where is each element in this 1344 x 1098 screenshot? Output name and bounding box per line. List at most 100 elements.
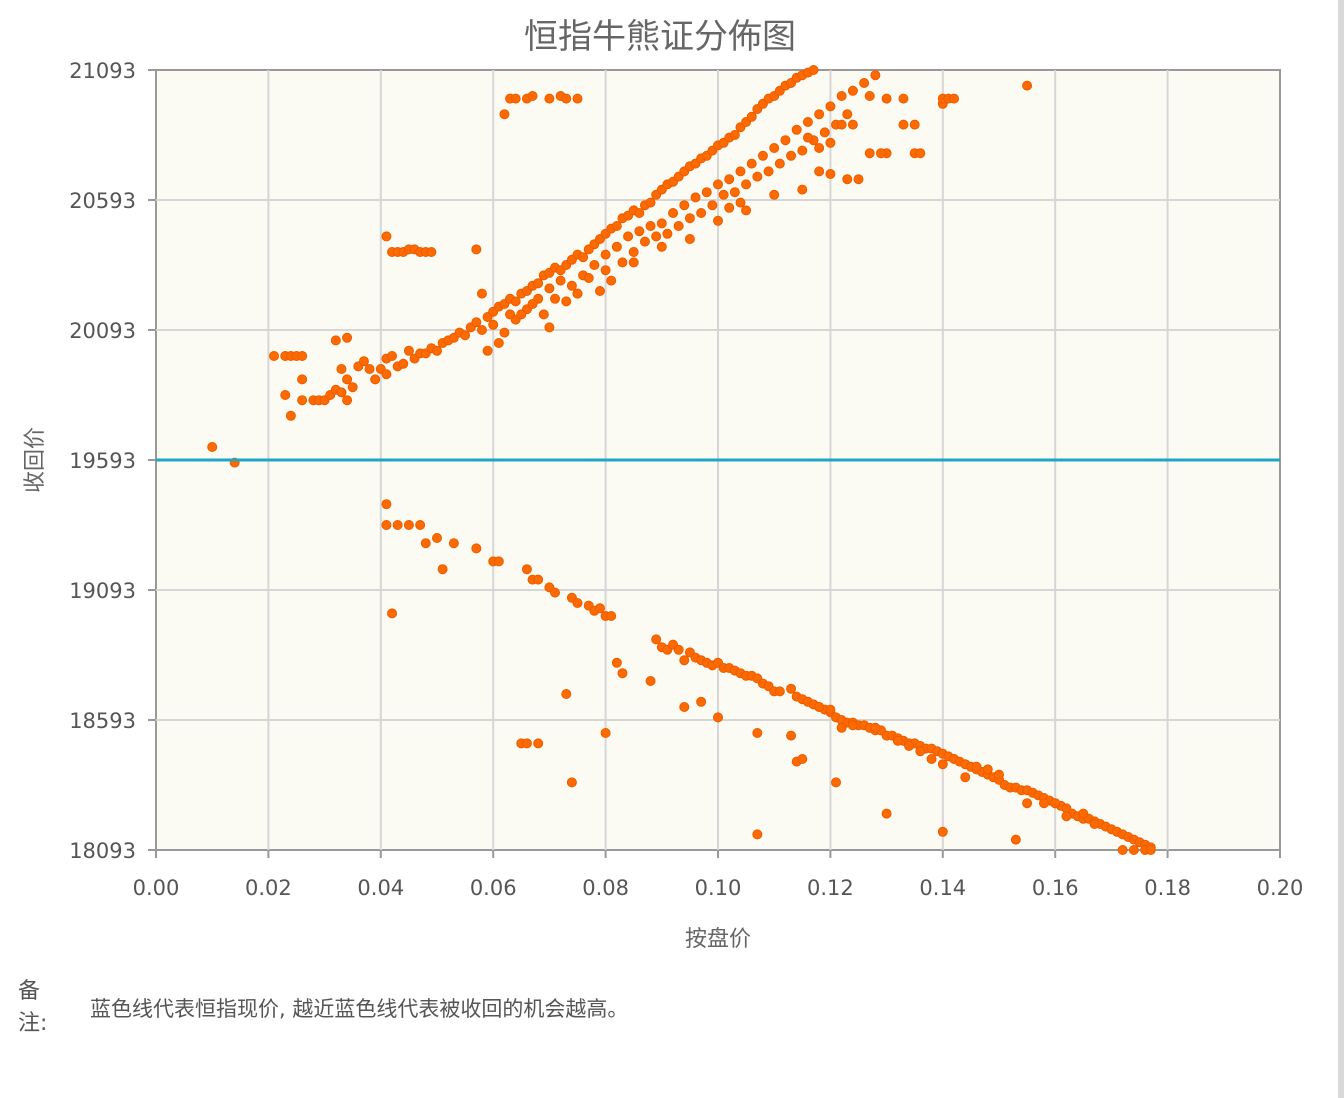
bull-data-point[interactable]: [651, 231, 662, 242]
bull-data-point[interactable]: [611, 241, 622, 252]
bull-data-point[interactable]: [836, 119, 847, 130]
bull-data-point[interactable]: [578, 252, 589, 263]
data-points[interactable]: [207, 65, 1156, 855]
bear-data-point[interactable]: [870, 722, 881, 733]
bull-data-point[interactable]: [342, 374, 353, 385]
bear-data-point[interactable]: [594, 603, 605, 614]
bear-data-point[interactable]: [937, 759, 948, 770]
bull-data-point[interactable]: [741, 179, 752, 190]
bull-data-point[interactable]: [387, 351, 398, 361]
bull-data-point[interactable]: [656, 218, 667, 229]
bull-data-point[interactable]: [358, 356, 369, 367]
bull-data-point[interactable]: [623, 231, 634, 242]
bear-data-point[interactable]: [960, 772, 971, 783]
bear-data-point[interactable]: [1010, 834, 1021, 845]
bull-data-point[interactable]: [432, 345, 442, 356]
bear-data-point[interactable]: [600, 728, 611, 738]
bull-data-point[interactable]: [864, 91, 875, 101]
bull-data-point[interactable]: [746, 158, 757, 169]
bull-data-point[interactable]: [330, 335, 341, 346]
bear-data-point[interactable]: [752, 728, 763, 738]
bull-data-point[interactable]: [780, 135, 791, 146]
bull-data-point[interactable]: [645, 221, 656, 231]
bull-data-point[interactable]: [707, 200, 718, 211]
bull-data-point[interactable]: [628, 257, 639, 268]
bull-data-point[interactable]: [561, 93, 572, 104]
bear-data-point[interactable]: [673, 644, 684, 655]
bull-data-point[interactable]: [898, 119, 909, 130]
bear-data-point[interactable]: [645, 676, 656, 686]
bear-data-point[interactable]: [752, 829, 763, 840]
bull-data-point[interactable]: [639, 236, 650, 247]
bull-data-point[interactable]: [1022, 80, 1033, 91]
bear-data-point[interactable]: [713, 712, 723, 723]
bear-data-point[interactable]: [432, 533, 442, 543]
bull-data-point[interactable]: [752, 171, 763, 182]
bear-data-point[interactable]: [1078, 808, 1089, 819]
bull-data-point[interactable]: [510, 93, 521, 104]
bull-data-point[interactable]: [645, 197, 656, 208]
bull-data-point[interactable]: [864, 148, 875, 159]
bull-data-point[interactable]: [786, 150, 797, 161]
bear-data-point[interactable]: [533, 738, 544, 749]
bull-data-point[interactable]: [370, 374, 381, 385]
bear-data-point[interactable]: [696, 696, 707, 707]
bull-data-point[interactable]: [297, 395, 308, 406]
bull-data-point[interactable]: [628, 247, 639, 257]
bull-data-point[interactable]: [600, 265, 611, 276]
bear-data-point[interactable]: [561, 689, 572, 699]
bear-data-point[interactable]: [1022, 798, 1033, 809]
bull-data-point[interactable]: [724, 202, 735, 213]
bull-data-point[interactable]: [634, 226, 645, 237]
bull-data-point[interactable]: [881, 93, 892, 104]
bull-data-point[interactable]: [426, 247, 437, 257]
bear-data-point[interactable]: [825, 704, 836, 715]
bear-data-point[interactable]: [606, 611, 617, 621]
bear-data-point[interactable]: [814, 702, 825, 712]
bear-data-point[interactable]: [448, 538, 459, 549]
bull-data-point[interactable]: [769, 189, 780, 200]
bull-data-point[interactable]: [527, 299, 538, 309]
bull-data-point[interactable]: [347, 382, 358, 393]
bull-data-point[interactable]: [729, 187, 740, 198]
bull-data-point[interactable]: [673, 221, 684, 231]
bull-data-point[interactable]: [853, 174, 864, 185]
bull-data-point[interactable]: [718, 189, 729, 200]
bull-data-point[interactable]: [690, 192, 701, 203]
bear-data-point[interactable]: [774, 686, 785, 697]
bull-data-point[interactable]: [713, 215, 723, 226]
bull-data-point[interactable]: [684, 234, 695, 244]
bull-data-point[interactable]: [842, 109, 853, 120]
bull-data-point[interactable]: [735, 197, 746, 208]
bull-data-point[interactable]: [814, 109, 825, 120]
bull-data-point[interactable]: [802, 132, 813, 143]
bull-data-point[interactable]: [819, 127, 830, 138]
bear-data-point[interactable]: [881, 808, 892, 819]
bear-data-point[interactable]: [836, 722, 847, 733]
bull-data-point[interactable]: [336, 364, 347, 374]
bear-data-point[interactable]: [611, 657, 622, 668]
bull-data-point[interactable]: [909, 119, 920, 130]
bear-data-point[interactable]: [1128, 845, 1139, 855]
bear-data-point[interactable]: [1061, 811, 1072, 822]
bull-data-point[interactable]: [729, 130, 740, 140]
bull-data-point[interactable]: [280, 390, 291, 400]
bull-data-point[interactable]: [859, 78, 870, 88]
bear-data-point[interactable]: [1089, 819, 1100, 829]
bull-data-point[interactable]: [769, 143, 780, 153]
bull-data-point[interactable]: [847, 85, 858, 96]
bull-data-point[interactable]: [476, 288, 487, 299]
bear-data-point[interactable]: [533, 574, 544, 585]
bear-data-point[interactable]: [797, 754, 808, 764]
bull-data-point[interactable]: [572, 288, 583, 299]
bull-data-point[interactable]: [544, 283, 555, 294]
bull-data-point[interactable]: [583, 273, 594, 283]
bull-data-point[interactable]: [364, 364, 375, 374]
bull-data-point[interactable]: [482, 345, 493, 356]
bear-data-point[interactable]: [521, 564, 532, 575]
bull-data-point[interactable]: [825, 137, 836, 148]
bear-data-point[interactable]: [471, 543, 482, 554]
bull-data-point[interactable]: [550, 293, 561, 304]
bull-data-point[interactable]: [701, 187, 712, 198]
bull-data-point[interactable]: [533, 278, 544, 289]
